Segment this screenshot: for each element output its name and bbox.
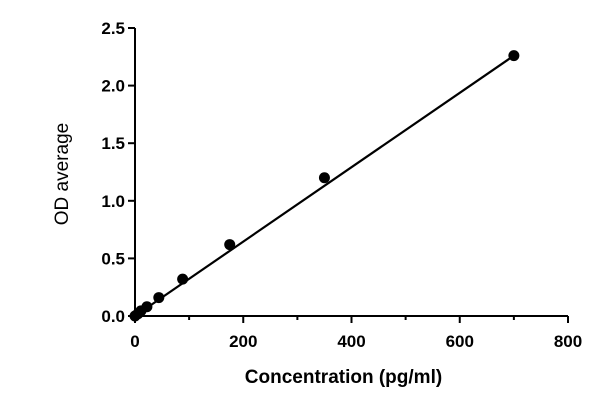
x-axis-title: Concentration (pg/ml) xyxy=(245,367,442,388)
x-tick-label: 0 xyxy=(130,332,139,351)
y-tick-label: 1.0 xyxy=(101,192,125,211)
y-ticks: 0.0 0.5 1.0 1.5 2.0 2.5 xyxy=(101,19,135,326)
data-point xyxy=(224,239,236,251)
x-tick-label: 600 xyxy=(446,332,474,351)
y-tick-label: 0.5 xyxy=(101,249,125,268)
y-tick-label: 2.5 xyxy=(101,19,125,38)
y-tick-label: 0.0 xyxy=(101,307,125,326)
data-point xyxy=(508,50,520,62)
data-points xyxy=(129,50,520,322)
data-point xyxy=(318,172,330,184)
y-tick-label: 2.0 xyxy=(101,77,125,96)
x-tick-label: 200 xyxy=(229,332,257,351)
x-tick-label: 400 xyxy=(337,332,365,351)
y-tick-label: 1.5 xyxy=(101,134,125,153)
fit-line xyxy=(134,54,515,317)
y-axis-title: OD average xyxy=(52,123,73,225)
axes xyxy=(134,28,568,317)
fit-lines xyxy=(134,54,515,317)
data-point xyxy=(153,292,165,304)
data-point xyxy=(141,301,153,313)
x-ticks: 0 200 400 600 800 xyxy=(130,316,582,351)
x-tick-label: 800 xyxy=(554,332,582,351)
data-point xyxy=(177,273,189,285)
